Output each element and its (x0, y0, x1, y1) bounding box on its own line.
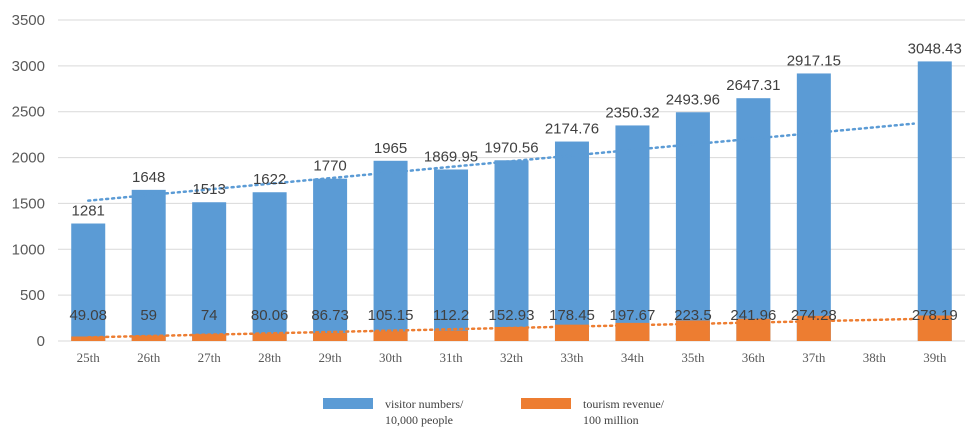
visitor-bar (615, 125, 650, 341)
visitor-data-label: 1281 (72, 203, 105, 220)
visitor-data-label: 3048.43 (908, 40, 962, 57)
visitor-bar (313, 178, 348, 341)
legend-swatch-revenue (521, 398, 571, 409)
revenue-bar (736, 318, 771, 341)
revenue-data-label: 241.96 (730, 307, 776, 324)
visitor-bar (494, 160, 529, 341)
revenue-bar (252, 333, 287, 341)
visitor-bar (796, 73, 831, 341)
revenue-data-label: 49.08 (69, 307, 107, 324)
revenue-bar (615, 322, 650, 341)
x-tick-label: 33th (560, 350, 584, 365)
revenue-bar (494, 326, 529, 341)
revenue-data-label: 274.28 (791, 307, 837, 324)
visitor-data-label: 2493.96 (666, 91, 720, 108)
x-tick-label: 27th (198, 350, 222, 365)
revenue-data-label: 197.67 (609, 307, 655, 324)
legend-label: visitor numbers/ (385, 397, 464, 411)
visitor-data-label: 2174.76 (545, 121, 599, 138)
visitor-data-label: 1869.95 (424, 148, 478, 165)
visitor-bar (917, 61, 952, 342)
visitor-data-label: 1648 (132, 169, 165, 186)
revenue-data-label: 74 (201, 307, 218, 324)
revenue-bar (554, 324, 589, 341)
visitor-bar (192, 202, 227, 341)
trendlines (86, 122, 916, 339)
revenue-bar (917, 315, 952, 341)
revenue-data-label: 105.15 (368, 307, 414, 324)
revenue-bar (71, 336, 106, 341)
y-tick-label: 1500 (12, 195, 45, 212)
x-tick-label: 28th (258, 350, 282, 365)
revenue-bar (192, 334, 227, 341)
visitor-data-label: 1513 (192, 181, 225, 198)
visitor-bar (675, 112, 710, 341)
y-axis-ticks: 0 500 1000 1500 2000 2500 3000 3500 (12, 12, 45, 350)
x-axis-ticks: 25th 26th 27th 28th 29th 30th 31th 32th 33th 34th… (77, 350, 947, 365)
visitor-bar (434, 169, 469, 341)
x-tick-label: 29th (319, 350, 343, 365)
visitor-bar (252, 192, 287, 341)
x-tick-label: 26th (137, 350, 161, 365)
y-tick-label: 0 (37, 333, 45, 350)
legend-swatch-visitors (323, 398, 373, 409)
visitor-bar (736, 98, 771, 341)
legend: visitor numbers/10,000 people tourism rev… (323, 397, 665, 427)
visitor-bar (131, 189, 166, 341)
x-tick-label: 38th (863, 350, 887, 365)
revenue-data-label: 223.5 (674, 307, 712, 324)
data-labels: 1281 1648 1513 1622 1770 1965 1869.95 1970.56 21… (69, 40, 961, 324)
visitor-data-label: 1770 (313, 158, 346, 175)
revenue-bar (313, 333, 348, 341)
bars (71, 61, 952, 342)
y-tick-label: 2500 (12, 104, 45, 121)
visitor-data-label: 2917.15 (787, 52, 841, 69)
revenue-bar (675, 320, 710, 341)
visitor-data-label: 1965 (374, 140, 407, 157)
x-tick-label: 36th (742, 350, 766, 365)
legend-label: 100 million (583, 413, 639, 427)
revenue-trendline (86, 317, 916, 339)
revenue-bar (434, 330, 469, 341)
revenue-data-label: 86.73 (311, 307, 349, 324)
revenue-bar (131, 335, 166, 341)
visitor-data-label: 2647.31 (726, 77, 780, 94)
visitor-bar (554, 141, 589, 341)
y-tick-label: 2000 (12, 150, 45, 167)
revenue-data-label: 80.06 (251, 307, 289, 324)
x-tick-label: 30th (379, 350, 403, 365)
x-tick-label: 25th (77, 350, 101, 365)
revenue-data-label: 152.93 (489, 307, 535, 324)
revenue-data-label: 178.45 (549, 307, 595, 324)
y-tick-label: 1000 (12, 241, 45, 258)
x-tick-label: 34th (621, 350, 645, 365)
revenue-bar (373, 331, 408, 341)
visitor-data-label: 1970.56 (484, 139, 538, 156)
x-tick-label: 35th (681, 350, 705, 365)
visitor-data-label: 1622 (253, 171, 286, 188)
revenue-data-label: 278.19 (912, 307, 958, 324)
revenue-data-label: 112.2 (433, 307, 469, 324)
y-tick-label: 3000 (12, 58, 45, 75)
visitor-bar (71, 223, 106, 341)
x-tick-label: 37th (802, 350, 826, 365)
legend-label: tourism revenue/ (583, 397, 665, 411)
revenue-data-label: 59 (140, 307, 157, 324)
x-tick-label: 39th (923, 350, 947, 365)
x-tick-label: 32th (500, 350, 524, 365)
visitor-trendline (86, 122, 916, 202)
y-tick-label: 3500 (12, 12, 45, 29)
visitor-bar (373, 160, 408, 341)
x-tick-label: 31th (439, 350, 463, 365)
visitor-data-label: 2350.32 (605, 104, 659, 121)
y-tick-label: 500 (20, 287, 45, 304)
legend-label: 10,000 people (385, 413, 453, 427)
